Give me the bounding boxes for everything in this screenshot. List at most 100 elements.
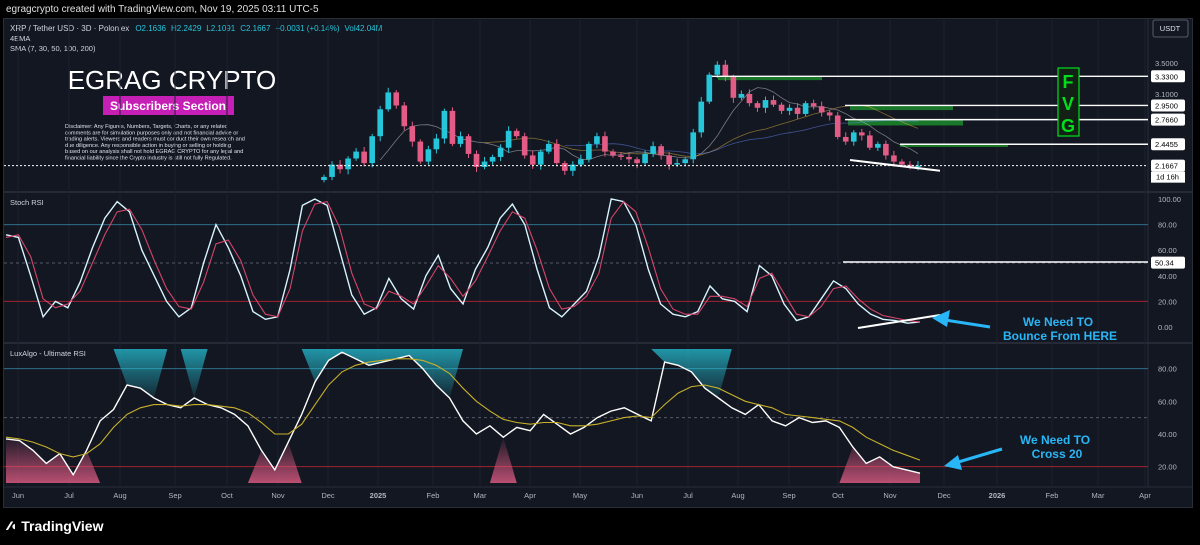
candle-body <box>875 143 881 148</box>
ursi-os-fill <box>6 437 920 483</box>
disclaimer-line: Disclaimer: Any Figures, Numbers, Target… <box>65 124 228 130</box>
fvg-letter-g: G <box>1061 116 1075 136</box>
ema-indicator-label[interactable]: 4EMA <box>10 34 30 43</box>
candle-body <box>570 164 576 171</box>
stoch-level-label: 50.34 <box>1155 259 1174 268</box>
time-tick: May <box>573 491 587 500</box>
stoch-bands <box>4 224 1148 302</box>
disclaimer-line: comments are for simulation purposes onl… <box>65 130 238 136</box>
stoch-d-line <box>5 200 921 323</box>
candle-body <box>337 164 343 170</box>
candles <box>321 60 921 183</box>
time-tick: Jun <box>12 491 24 500</box>
brand-title: EGRAG CRYPTO <box>68 65 277 95</box>
candle-body <box>658 146 664 156</box>
stoch-rsi-title[interactable]: Stoch RSI <box>10 198 44 207</box>
candle-body <box>562 163 568 171</box>
candle-body <box>850 132 857 142</box>
time-tick: Nov <box>271 491 285 500</box>
candle-body <box>481 161 488 167</box>
disclaimer-line: financial liability since the Crypto ind… <box>65 156 232 162</box>
candle-body <box>521 136 528 156</box>
candle-body <box>738 93 745 98</box>
candle-body <box>634 159 640 164</box>
time-tick: Dec <box>321 491 335 500</box>
tradingview-logo[interactable]: ⁄⁄◖ TradingView <box>8 516 103 536</box>
gridlines <box>17 20 1146 487</box>
candle-body <box>754 103 761 108</box>
disclaimer-line: due diligence. Any responsible action in… <box>65 143 231 149</box>
time-tick: Aug <box>731 491 744 500</box>
candle-body <box>714 64 721 75</box>
time-tick: Sep <box>168 491 181 500</box>
candle-body <box>449 110 456 144</box>
candle-body <box>674 163 680 165</box>
ursi-annotation: We Need TO Cross 20 <box>944 433 1090 470</box>
stoch-tick: 40.00 <box>1158 272 1177 281</box>
price-tick: 3.5000 <box>1155 59 1178 68</box>
fvg-zone <box>718 76 822 81</box>
candle-body <box>834 115 841 137</box>
stoch-tick: 0.00 <box>1158 323 1173 332</box>
ursi-fill <box>6 349 920 483</box>
candle-body <box>385 92 392 110</box>
time-tick: Sep <box>782 491 795 500</box>
ursi-tick: 40.00 <box>1158 430 1177 439</box>
candle-body <box>626 156 632 160</box>
time-axis[interactable]: Jun Jul Aug Sep Oct Nov Dec 2025 Feb Mar Apr May Jun… <box>12 491 1151 500</box>
currency-label: USDT <box>1160 24 1181 33</box>
candle-body <box>826 112 833 116</box>
disclaimer-line: based on our analysis shall not hold EGR… <box>65 149 243 155</box>
candle-body <box>778 104 785 111</box>
tradingview-logo-icon: ⁄⁄◖ <box>8 519 17 533</box>
countdown-tag <box>1151 171 1185 183</box>
candle-body <box>602 136 608 152</box>
chart-credit: egragcrypto created with TradingView.com… <box>0 0 1200 20</box>
candle-body <box>345 158 351 170</box>
sma-indicator-label[interactable]: SMA (7, 30, 50, 100, 200) <box>10 44 96 53</box>
candle-body <box>457 136 464 144</box>
fvg-letter-v: V <box>1062 94 1074 114</box>
price-tick: 2.1667 <box>1155 162 1178 171</box>
candle-body <box>915 165 921 167</box>
candle-body <box>489 156 496 162</box>
fvg-label: F V G <box>1057 67 1080 137</box>
fvg-zone <box>848 120 963 126</box>
time-tick: Aug <box>113 491 126 500</box>
stoch-level-tag <box>1151 256 1185 269</box>
candle-body <box>553 143 560 164</box>
time-tick: Mar <box>474 491 487 500</box>
candle-body <box>867 135 873 148</box>
candle-body <box>770 100 777 105</box>
candle-body <box>594 136 600 144</box>
price-tag <box>1151 159 1185 172</box>
candle-body <box>433 138 440 150</box>
candle-body <box>537 151 544 165</box>
stoch-lines <box>5 198 921 324</box>
ursi-note-line2: Cross 20 <box>1032 447 1083 461</box>
ursi-ob-fill <box>6 349 920 398</box>
candle-body <box>858 132 865 136</box>
currency-badge[interactable]: USDT <box>1152 19 1189 38</box>
candle-body <box>794 107 801 114</box>
candle-body <box>682 159 689 164</box>
candle-body <box>441 110 448 139</box>
candle-body <box>786 107 793 111</box>
disclaimer-line: trading alerts. Viewers and readers must… <box>65 137 245 143</box>
time-tick: Jul <box>683 491 693 500</box>
candle-body <box>706 74 713 102</box>
candle-body <box>810 103 817 107</box>
price-tick: 3.3300 <box>1155 72 1178 81</box>
stoch-tick: 100.00 <box>1158 195 1181 204</box>
fvg-zone <box>900 143 1008 147</box>
time-tick: Apr <box>1139 491 1151 500</box>
ursi-title[interactable]: LuxAlgo - Ultimate RSI <box>10 349 86 358</box>
time-tick: Jul <box>64 491 74 500</box>
candle-body <box>361 151 367 164</box>
price-tick: 2.4455 <box>1155 140 1178 149</box>
candle-body <box>698 101 705 133</box>
candle-body <box>730 77 737 98</box>
trend-line <box>849 159 941 172</box>
